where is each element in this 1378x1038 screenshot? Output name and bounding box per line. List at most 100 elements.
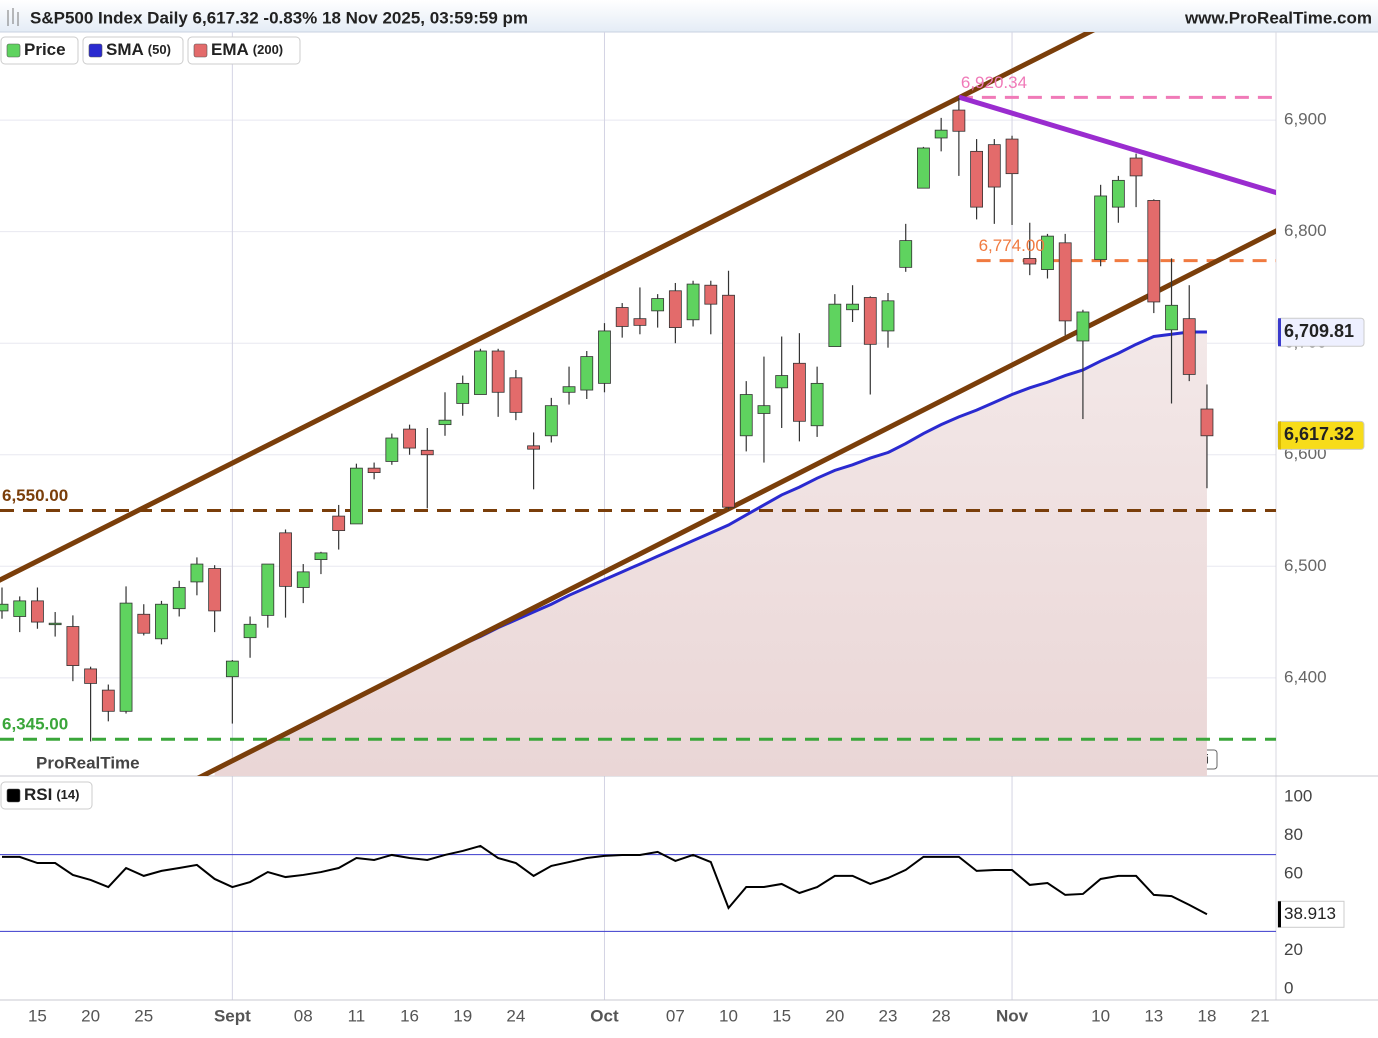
logo-icon (7, 8, 19, 26)
candle-body (101, 689, 115, 712)
price-flag-label: 6,617.32 (1284, 424, 1354, 444)
candle-body (1200, 408, 1214, 437)
x-tick-label: 20 (81, 1006, 100, 1025)
legend-price-name: Price (24, 40, 66, 59)
legend-sma-button[interactable] (82, 36, 184, 65)
candle-body (190, 563, 204, 583)
candle-body (544, 405, 558, 437)
candle-body (952, 109, 966, 132)
legend-sma-label: SMA (50) (106, 40, 171, 59)
x-tick-label: 10 (719, 1006, 738, 1025)
price-flag-edge (1278, 421, 1281, 450)
candle-body (793, 362, 806, 422)
legend-ema-label: EMA (200) (211, 40, 283, 59)
legend-ema-name: EMA (211, 40, 249, 59)
rsi-line (2, 844, 1208, 916)
x-tick-label: 07 (666, 1006, 685, 1025)
x-tick-label: Nov (996, 1006, 1029, 1025)
rsi-tick-label: 80 (1284, 825, 1303, 844)
candle-body (1147, 200, 1161, 303)
candle-body (261, 563, 275, 616)
legend-sma-param: (50) (148, 42, 171, 57)
legend-ema-param: (200) (253, 42, 283, 57)
level-label: 6,774.00 (979, 236, 1045, 255)
candle-body (31, 600, 44, 623)
legend-price-label: Price (24, 40, 66, 59)
legend-ema-button[interactable] (187, 36, 301, 65)
candle-body (881, 300, 895, 332)
candle-body (739, 394, 753, 437)
candle-body (704, 284, 718, 305)
x-tick-label: 15 (772, 1006, 791, 1025)
legend-rsi-swatch (6, 788, 21, 803)
watermark: ProRealTime (36, 753, 140, 772)
candle-body (527, 445, 540, 450)
candle-body (580, 356, 594, 391)
price-flag-label: 6,709.81 (1284, 321, 1354, 341)
candle-body (810, 382, 824, 427)
candle-body (668, 290, 682, 328)
candle-body (934, 129, 948, 139)
x-tick-label: 15 (28, 1006, 47, 1025)
candle-body (13, 600, 27, 617)
site: www.ProRealTime.com (1184, 8, 1372, 27)
x-tick-label: 19 (453, 1006, 472, 1025)
candle-body (66, 626, 80, 666)
x-tick-label: 18 (1197, 1006, 1216, 1025)
candle-body (349, 467, 363, 525)
candle-body (456, 382, 470, 404)
candle-body (633, 318, 647, 326)
candle-body (1041, 235, 1054, 270)
rsi-flag-label: 38.913 (1284, 904, 1336, 923)
candle-body (686, 283, 700, 321)
legend-price-button[interactable] (0, 36, 79, 65)
candle-body (757, 405, 771, 414)
candle-body (846, 303, 859, 311)
x-tick-label: 25 (134, 1006, 153, 1025)
candle-body (438, 419, 452, 426)
y-tick-label: 6,500 (1284, 556, 1327, 575)
title: S&P500 Index Daily 6,617.32 -0.83% 18 No… (30, 8, 528, 27)
x-tick-label: 20 (825, 1006, 844, 1025)
level-label: 6,920.34 (961, 73, 1027, 92)
candle-body (474, 350, 487, 395)
candle-body (1129, 157, 1143, 177)
candle-body (987, 144, 1001, 188)
legend-price-swatch (6, 43, 21, 58)
candle-body (48, 622, 62, 626)
candle-body (84, 668, 97, 684)
candle-body (899, 240, 913, 268)
candle-body (367, 467, 381, 473)
legend-rsi-param: (14) (56, 787, 79, 802)
x-tick-label: 08 (294, 1006, 313, 1025)
candle-body (420, 449, 434, 456)
candle-body (1005, 138, 1019, 175)
info-icon[interactable]: i (1206, 751, 1209, 766)
candle-body (775, 375, 789, 389)
x-tick-label: Sept (214, 1006, 251, 1025)
candle-body (119, 602, 133, 712)
y-tick-label: 6,800 (1284, 221, 1327, 240)
y-tick-label: 6,900 (1284, 110, 1327, 129)
candle-body (509, 377, 523, 413)
x-tick-label: 16 (400, 1006, 419, 1025)
candle-body (1182, 318, 1196, 375)
candle-body (1111, 179, 1125, 208)
candle-body (491, 350, 505, 393)
trend-line (0, 32, 1096, 583)
level-label: 6,345.00 (2, 715, 68, 734)
candle-body (403, 428, 416, 449)
candle-body (863, 297, 877, 345)
rsi-tick-label: 0 (1284, 979, 1293, 998)
level-label: 6,550.00 (2, 486, 68, 505)
legend-rsi-name: RSI (24, 785, 52, 804)
candle-body (225, 660, 239, 678)
price-flag-edge (1278, 318, 1281, 347)
candle-body (1076, 311, 1090, 342)
header-bar (0, 0, 1378, 32)
legend-rsi-button[interactable] (0, 781, 93, 810)
rsi-plot (0, 844, 1276, 932)
trend-line (958, 94, 1276, 196)
